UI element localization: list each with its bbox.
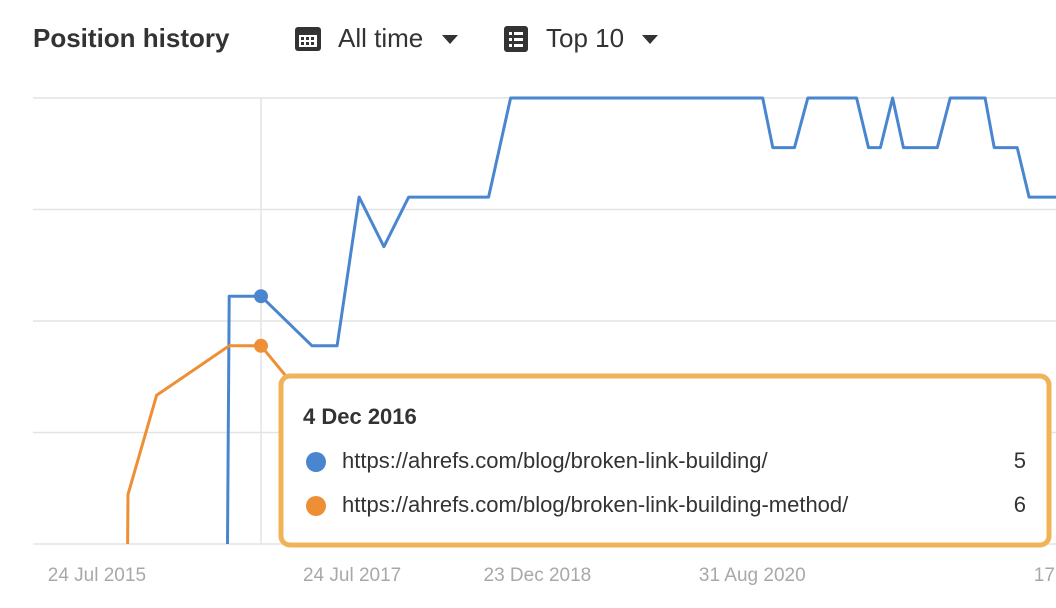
legend-dot	[306, 452, 326, 472]
x-tick-label: 17	[1034, 565, 1055, 586]
date-filter-label: All time	[338, 23, 423, 53]
x-tick-label: 23 Dec 2018	[484, 565, 592, 586]
list-icon-lines	[509, 32, 523, 47]
tooltip-box	[278, 373, 1052, 548]
legend-dot	[306, 496, 326, 516]
dropdown-arrow	[642, 35, 658, 44]
tooltip-date: 4 Dec 2016	[303, 404, 417, 429]
x-tick-label: 31 Aug 2020	[699, 565, 806, 586]
series-line	[226, 96, 1056, 545]
hover-point	[253, 338, 268, 353]
hover-point	[253, 289, 268, 304]
date-filter[interactable]: All time	[295, 23, 458, 53]
x-tick-label: 24 Jul 2017	[303, 565, 401, 586]
calendar-icon-cells	[301, 37, 314, 45]
tooltip-value: 5	[1014, 448, 1026, 473]
tooltip-value: 6	[1014, 492, 1026, 517]
top-filter[interactable]: Top 10	[504, 23, 658, 53]
calendar-icon-face	[299, 35, 317, 47]
top-filter-label: Top 10	[546, 23, 624, 53]
legend-label: https://ahrefs.com/blog/broken-link-buil…	[342, 492, 849, 517]
x-tick-label: 24 Jul 2015	[48, 565, 146, 586]
legend-label: https://ahrefs.com/blog/broken-link-buil…	[342, 448, 768, 473]
title: Position history	[33, 23, 230, 53]
tooltip: 4 Dec 2016 https://ahrefs.com/blog/broke…	[278, 373, 1052, 548]
dropdown-arrow	[442, 35, 458, 44]
